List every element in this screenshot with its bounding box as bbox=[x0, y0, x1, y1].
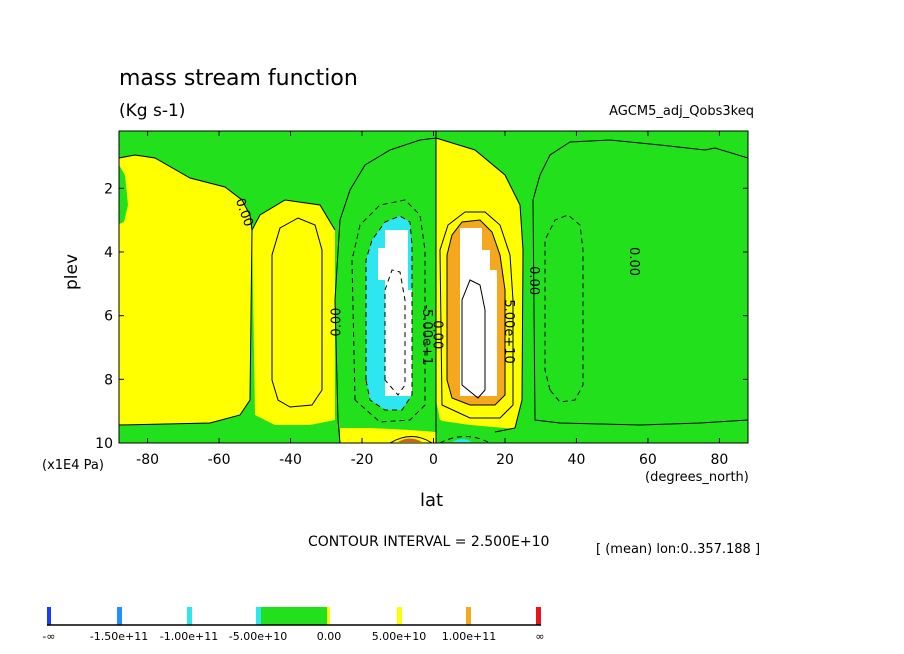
x-tick-label: -40 bbox=[279, 452, 302, 468]
field-brown-blob bbox=[398, 438, 422, 442]
field-green-bottom-mid bbox=[436, 420, 535, 443]
contour-pos-bottom bbox=[389, 436, 433, 443]
contour-neg-left-outer bbox=[351, 199, 426, 423]
legend-tick-3 bbox=[187, 607, 192, 625]
legend-tick-2 bbox=[117, 607, 122, 625]
x-tick-label: -80 bbox=[136, 452, 159, 468]
legend-level-label: -5.00e+10 bbox=[229, 630, 287, 643]
chart-title: mass stream function bbox=[119, 66, 358, 91]
contour-neg-right-weak bbox=[544, 214, 584, 403]
x-tick-label: 0 bbox=[429, 452, 438, 468]
contour-neg-bottom bbox=[439, 436, 491, 443]
x-tick-label: 40 bbox=[568, 452, 586, 468]
legend-swatch-4 bbox=[258, 607, 329, 625]
field-green-leftedge bbox=[119, 165, 128, 224]
x-axis-units: (degrees_north) bbox=[645, 470, 749, 485]
contour-label: 0.00 bbox=[626, 247, 641, 276]
y-tick-label: 8 bbox=[104, 372, 113, 388]
field-cyan-blob bbox=[452, 439, 472, 442]
field-white-right bbox=[460, 228, 497, 396]
legend-level-label: 5.00e+10 bbox=[372, 630, 426, 643]
contour-neg-left-inner bbox=[365, 215, 413, 411]
legend-level-label: -∞ bbox=[42, 630, 55, 643]
legend-swatch-3 bbox=[189, 607, 258, 625]
y-tick-label: 10 bbox=[95, 436, 113, 452]
x-tick-label: 80 bbox=[710, 452, 728, 468]
field-green-right-col bbox=[510, 165, 535, 420]
chart-units: (Kg s-1) bbox=[119, 101, 186, 121]
x-tick-label: 20 bbox=[496, 452, 514, 468]
legend-level-label: -1.50e+11 bbox=[90, 630, 148, 643]
contour-zero-midleft bbox=[251, 199, 336, 231]
contour-label: 5.00e+10 bbox=[501, 299, 516, 363]
legend-swatch-2 bbox=[119, 607, 189, 625]
field-yellow-left bbox=[119, 155, 252, 425]
legend-tick-8 bbox=[536, 607, 541, 625]
contour-pos-right-outer bbox=[439, 211, 514, 419]
contour-zero-left bbox=[119, 154, 253, 426]
legend-level-label: 1.00e+11 bbox=[442, 630, 496, 643]
contour-label: 0.00 bbox=[430, 320, 445, 349]
contour-zero-centerright bbox=[435, 137, 524, 433]
contour-pos-right-core bbox=[461, 279, 486, 399]
legend-tick-4 bbox=[256, 607, 261, 625]
legend-tick-1 bbox=[47, 607, 51, 625]
legend-swatch-1 bbox=[47, 607, 119, 625]
contour-zero-right bbox=[532, 139, 748, 426]
contour-interval: CONTOUR INTERVAL = 2.500E+10 bbox=[308, 534, 550, 550]
x-axis-label: lat bbox=[420, 490, 444, 511]
legend-swatch-7 bbox=[469, 607, 539, 625]
contour-pos-left-weak bbox=[271, 217, 323, 408]
x-tick-label: -60 bbox=[208, 452, 231, 468]
legend-tick-5 bbox=[327, 607, 330, 625]
y-tick-label: 6 bbox=[104, 309, 113, 325]
contour-label: 0.00 bbox=[330, 308, 345, 337]
field-green-right-body bbox=[533, 140, 748, 425]
contour-label: -5.00e+1 bbox=[419, 304, 434, 365]
contour-zero-centerleft bbox=[334, 137, 437, 443]
mean-info: [ (mean) lon:0..357.188 ] bbox=[596, 542, 761, 557]
contour-neg-left-core bbox=[384, 269, 406, 396]
legend-swatch-6 bbox=[399, 607, 469, 625]
legend-tick-6 bbox=[397, 607, 402, 625]
legend-level-label: ∞ bbox=[535, 630, 544, 643]
legend-tick-7 bbox=[466, 607, 471, 625]
contour-label: 0.00 bbox=[526, 266, 541, 295]
field-white-left bbox=[378, 230, 412, 396]
x-tick-label: 60 bbox=[639, 452, 657, 468]
field-yellow-mid-left bbox=[252, 200, 335, 425]
legend-swatch-5 bbox=[329, 607, 399, 625]
x-tick-label: -20 bbox=[351, 452, 374, 468]
contour-pos-right-inner bbox=[446, 219, 506, 406]
y-axis-units: (x1E4 Pa) bbox=[42, 458, 104, 473]
legend-level-label: -1.00e+11 bbox=[160, 630, 218, 643]
dataset-name: AGCM5_adj_Qobs3keq bbox=[609, 104, 754, 119]
color-legend: -∞ -1.50e+11 -1.00e+11 -5.00e+10 0.00 5.00e+1… bbox=[42, 607, 545, 643]
y-tick-label: 4 bbox=[104, 245, 113, 261]
y-tick-label: 2 bbox=[104, 181, 113, 197]
legend-level-label: 0.00 bbox=[317, 630, 342, 643]
